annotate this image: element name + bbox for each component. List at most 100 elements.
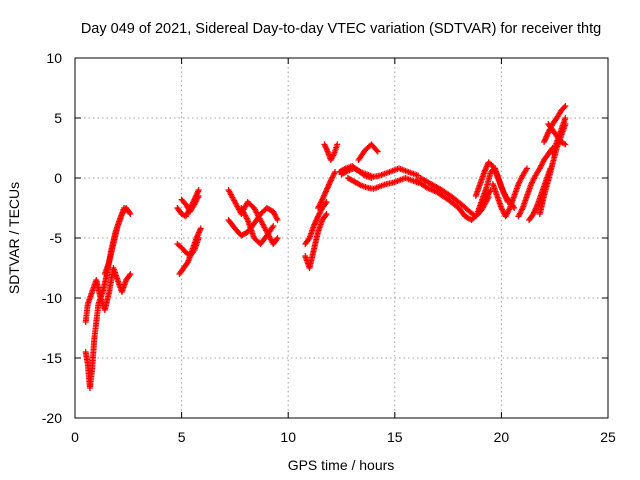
series-arc-12 bbox=[302, 199, 330, 247]
data-point bbox=[314, 214, 321, 221]
data-point bbox=[312, 220, 319, 227]
data-point bbox=[501, 190, 508, 197]
grid bbox=[75, 58, 608, 418]
data-point bbox=[195, 187, 202, 193]
x-tick-label: 25 bbox=[600, 429, 616, 445]
series-arc-13 bbox=[315, 169, 339, 211]
data-point bbox=[485, 194, 492, 201]
data-point bbox=[373, 147, 380, 154]
series-arc-4 bbox=[176, 225, 204, 277]
data-point bbox=[541, 137, 548, 144]
series-arc-2 bbox=[82, 265, 134, 325]
data-point bbox=[481, 167, 488, 174]
data-point bbox=[356, 168, 363, 175]
data-point bbox=[327, 178, 334, 185]
series-arc-20 bbox=[417, 175, 492, 220]
data-point bbox=[324, 184, 331, 191]
data-point bbox=[334, 141, 341, 148]
series-arc-18 bbox=[355, 141, 381, 163]
x-tick-label: 0 bbox=[71, 429, 79, 445]
data-point bbox=[530, 209, 537, 216]
data-point bbox=[126, 209, 133, 216]
data-point bbox=[313, 217, 320, 224]
data-point bbox=[531, 208, 538, 215]
y-tick-label: -15 bbox=[42, 350, 62, 366]
data-point bbox=[270, 223, 277, 229]
x-tick-label: 5 bbox=[178, 429, 186, 445]
data-point bbox=[483, 163, 490, 170]
data-point bbox=[323, 199, 330, 205]
data-point bbox=[501, 192, 508, 199]
data-point bbox=[274, 217, 281, 223]
data-point bbox=[534, 202, 541, 209]
data-point bbox=[562, 103, 569, 109]
series-arc-3 bbox=[101, 205, 134, 277]
data-point bbox=[530, 211, 537, 217]
series-arc-22 bbox=[474, 165, 511, 215]
data-point bbox=[500, 189, 507, 196]
data-point bbox=[322, 212, 329, 219]
y-axis-label: SDTVAR / TECUs bbox=[6, 182, 22, 294]
data-point bbox=[127, 211, 134, 217]
data-point bbox=[323, 211, 330, 217]
data-point bbox=[562, 141, 569, 148]
x-tick-label: 10 bbox=[280, 429, 296, 445]
series-arc-23 bbox=[489, 165, 530, 220]
y-tick-label: 5 bbox=[54, 110, 62, 126]
data-point bbox=[322, 188, 329, 195]
series-arc-29 bbox=[549, 115, 569, 157]
data-point bbox=[321, 192, 328, 199]
data-point bbox=[326, 180, 333, 187]
data-point bbox=[533, 204, 540, 211]
data-point bbox=[323, 187, 330, 193]
data-point bbox=[312, 218, 319, 225]
data-point bbox=[197, 225, 204, 232]
y-tick-label: 10 bbox=[46, 50, 62, 66]
data-point bbox=[483, 164, 490, 171]
data-point bbox=[374, 148, 381, 155]
data-point bbox=[126, 272, 133, 279]
data-point bbox=[562, 115, 569, 121]
data-points bbox=[82, 103, 569, 391]
series-arc-9 bbox=[225, 205, 281, 239]
data-point bbox=[273, 236, 280, 243]
data-point bbox=[322, 200, 329, 207]
data-point bbox=[561, 104, 568, 111]
series-arc-11 bbox=[302, 211, 330, 271]
data-point bbox=[127, 271, 134, 277]
data-point bbox=[326, 181, 333, 188]
data-point bbox=[502, 193, 509, 200]
data-point bbox=[313, 216, 320, 223]
data-point bbox=[544, 132, 551, 139]
data-point bbox=[542, 134, 549, 141]
data-point bbox=[542, 136, 549, 143]
data-point bbox=[195, 193, 202, 199]
data-point bbox=[541, 139, 548, 145]
data-point bbox=[310, 223, 317, 229]
data-point bbox=[503, 196, 510, 203]
plot-frame bbox=[74, 57, 609, 419]
data-point bbox=[502, 194, 509, 201]
data-point bbox=[195, 235, 202, 241]
data-point bbox=[184, 260, 191, 267]
data-point bbox=[324, 185, 331, 192]
data-point bbox=[305, 236, 312, 243]
data-point bbox=[319, 196, 326, 203]
chart-title: Day 049 of 2021, Sidereal Day-to-day VTE… bbox=[81, 21, 601, 37]
series-arc-14 bbox=[321, 141, 341, 163]
data-point bbox=[197, 226, 204, 233]
data-point bbox=[482, 166, 489, 173]
series-arc-16 bbox=[338, 165, 422, 180]
axes: 0 5 10 15 20 25 10 5 0 -5 -10 -15 -20 bbox=[42, 50, 616, 445]
series-arc-10 bbox=[238, 205, 277, 247]
data-point bbox=[544, 130, 551, 137]
data-point bbox=[504, 197, 511, 204]
data-point bbox=[195, 229, 202, 236]
data-point bbox=[196, 228, 203, 235]
y-tick-label: 0 bbox=[54, 170, 62, 186]
series-arc-7 bbox=[178, 193, 202, 215]
data-point bbox=[523, 165, 530, 172]
data-point bbox=[190, 248, 197, 255]
data-point bbox=[322, 189, 329, 196]
